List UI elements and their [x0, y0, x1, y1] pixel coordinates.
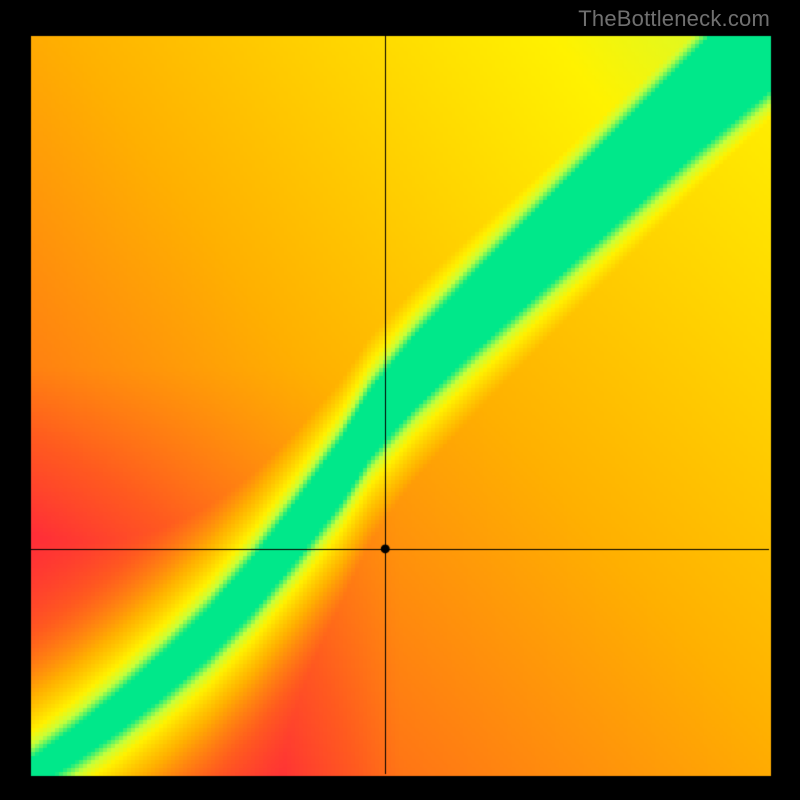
watermark-text: TheBottleneck.com — [578, 6, 770, 32]
bottleneck-heatmap — [0, 0, 800, 800]
